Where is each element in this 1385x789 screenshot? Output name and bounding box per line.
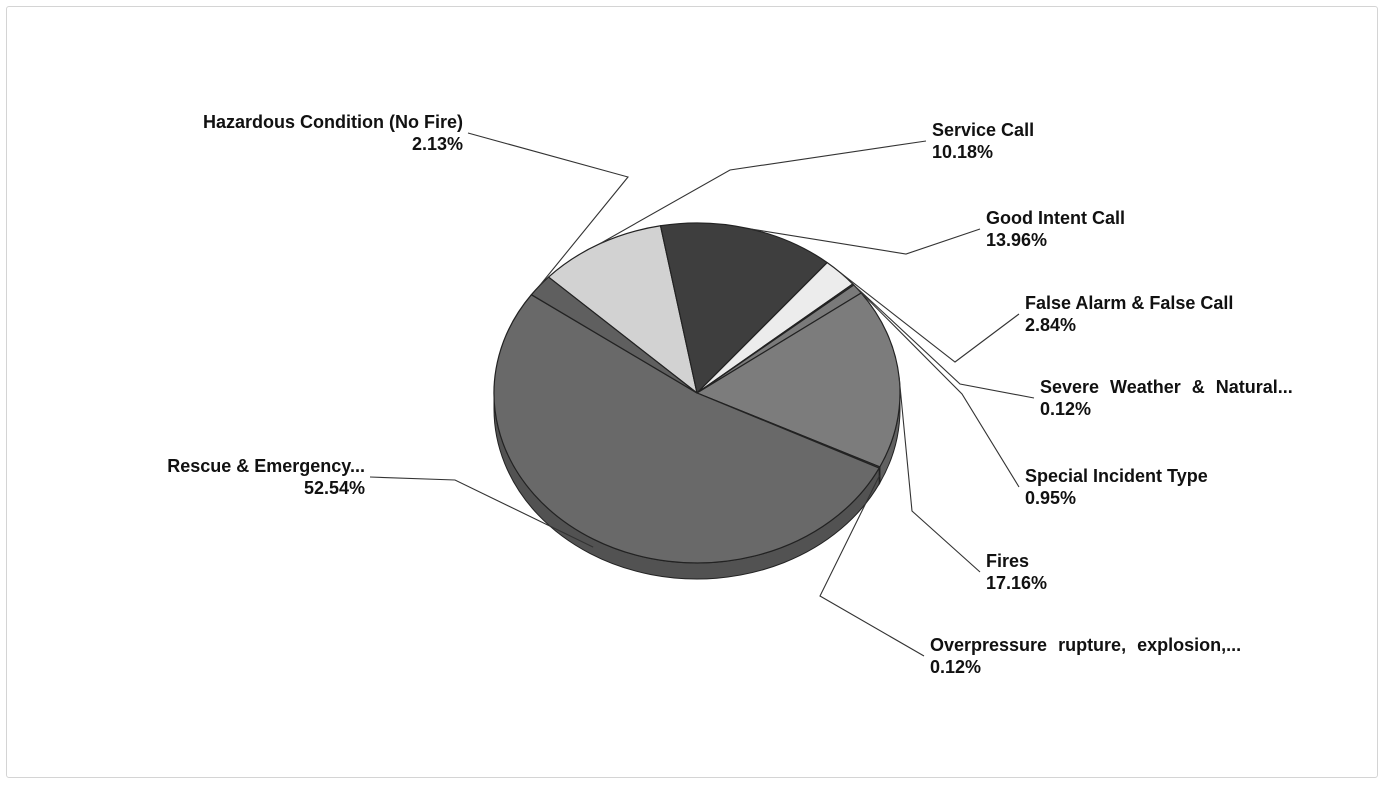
- leader-line-good-intent-call: [748, 228, 981, 255]
- leader-line-overpressure-rupture-explosion: [819, 475, 925, 657]
- label-severe-weather: Severe Weather & Natural... 0.12%: [1040, 377, 1293, 419]
- label-overpressure-rupture: Overpressure rupture, explosion,... 0.12%: [930, 635, 1242, 677]
- leader-line-fires: [898, 377, 981, 573]
- pie-top-group: [493, 222, 901, 564]
- leader-line-service-call: [599, 140, 927, 245]
- leader-line-group: [369, 132, 1035, 657]
- label-hazardous-condition: Hazardous Condition (No Fire) 2.13%: [203, 112, 463, 154]
- pie-slice-good-intent-call: [659, 222, 828, 394]
- leader-line-rescue-emergency: [369, 476, 594, 548]
- pie-slice-rescue-emergency: [493, 294, 880, 564]
- label-rescue-emergency: Rescue & Emergency... 52.54%: [167, 456, 365, 498]
- label-false-alarm: False Alarm & False Call 2.84%: [1025, 293, 1234, 335]
- pie-slice-fires: [696, 292, 901, 468]
- leader-line-hazardous-condition-no-fire: [467, 132, 629, 286]
- label-service-call: Service Call 10.18%: [932, 120, 1035, 162]
- leader-line-special-incident-type: [857, 288, 1020, 488]
- leader-line-severe-weather-natural: [852, 284, 1035, 399]
- label-good-intent-call: Good Intent Call 13.96%: [986, 208, 1125, 250]
- label-special-incident-type: Special Incident Type 0.95%: [1025, 466, 1208, 508]
- label-fires: Fires 17.16%: [986, 551, 1048, 593]
- leader-line-false-alarm-false-call: [840, 272, 1020, 363]
